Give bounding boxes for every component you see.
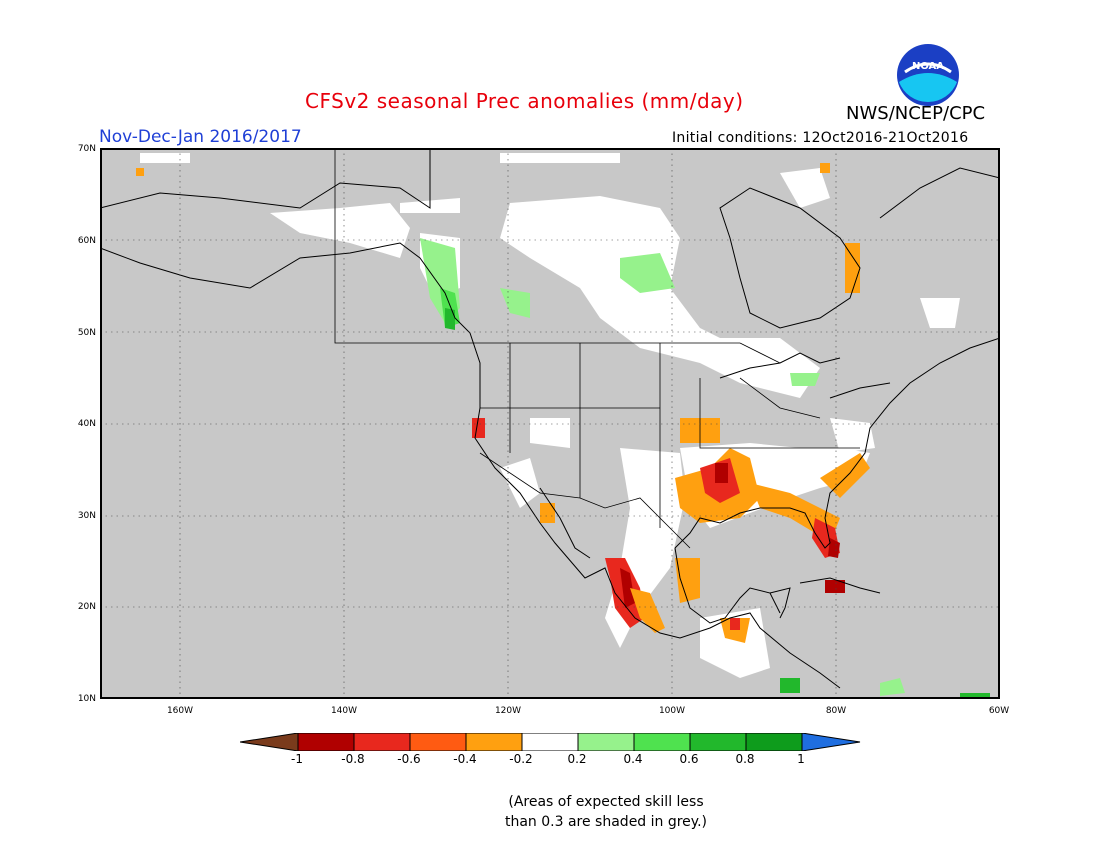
colorbar-arrow-high — [801, 733, 861, 751]
colorbar-swatch — [633, 733, 691, 751]
colorbar-swatch — [577, 733, 635, 751]
lat-label: 60N — [77, 236, 96, 246]
colorbar-swatch — [521, 733, 579, 751]
wet-anomaly-regions — [420, 238, 990, 699]
lon-label: 60W — [988, 706, 1010, 716]
lat-label: 40N — [77, 419, 96, 429]
colorbar-tick: 0.2 — [567, 752, 587, 766]
colorbar-tick: -0.2 — [509, 752, 533, 766]
colorbar-tick: 0.4 — [623, 752, 643, 766]
colorbar — [240, 733, 861, 751]
forecast-period: Nov-Dec-Jan 2016/2017 — [99, 127, 302, 147]
graticule — [100, 148, 1000, 699]
skill-note-line: (Areas of expected skill less — [508, 794, 704, 810]
lat-label: 70N — [77, 144, 96, 154]
lon-label: 140W — [330, 706, 358, 716]
colorbar-tick: 0.6 — [679, 752, 699, 766]
lon-label: 100W — [658, 706, 686, 716]
organization-label: NWS/NCEP/CPC — [846, 103, 986, 124]
initial-conditions: Initial conditions: 12Oct2016-21Oct2016 — [672, 130, 969, 146]
map-title: CFSv2 seasonal Prec anomalies (mm/day) — [305, 89, 744, 113]
lon-label: 80W — [825, 706, 847, 716]
colorbar-swatch — [689, 733, 747, 751]
noaa-logo-icon: NOAA — [897, 44, 959, 106]
colorbar-tick: -0.4 — [453, 752, 477, 766]
dry-anomaly-regions — [136, 163, 870, 643]
colorbar-swatch — [297, 733, 355, 751]
coastlines-and-borders — [100, 148, 1000, 689]
lat-label: 30N — [77, 511, 96, 521]
lat-label: 50N — [77, 328, 96, 338]
political-boundaries — [334, 148, 860, 549]
colorbar-swatch — [353, 733, 411, 751]
noaa-logo-text: NOAA — [912, 61, 944, 72]
map-frame — [100, 148, 1000, 699]
lon-label: 160W — [166, 706, 194, 716]
skill-note: (Areas of expected skill less than 0.3 a… — [476, 792, 736, 832]
lon-label: 120W — [494, 706, 522, 716]
colorbar-tick: 1 — [797, 752, 805, 766]
skill-note-line: than 0.3 are shaded in grey.) — [504, 814, 707, 830]
colorbar-tick: 0.8 — [735, 752, 755, 766]
colorbar-tick: -1 — [291, 752, 303, 766]
lat-label: 10N — [77, 694, 96, 704]
colorbar-arrow-low — [240, 733, 299, 751]
colorbar-swatch — [745, 733, 803, 751]
lat-label: 20N — [77, 602, 96, 612]
colorbar-tick: -0.6 — [397, 752, 421, 766]
colorbar-tick: -0.8 — [341, 752, 365, 766]
colorbar-swatch — [409, 733, 467, 751]
anomaly-map — [100, 148, 1000, 699]
colorbar-swatch — [465, 733, 523, 751]
